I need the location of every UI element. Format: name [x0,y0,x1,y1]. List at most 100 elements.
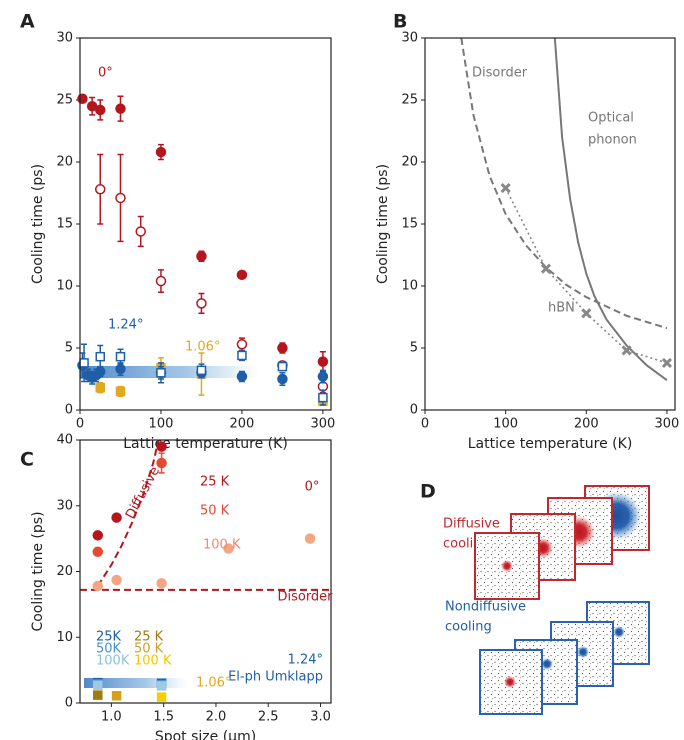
marker [236,269,248,281]
plot-frame [79,439,332,704]
y-tick-label: 0 [65,403,73,418]
marker [236,371,248,382]
annotation: Disorder [277,590,333,605]
annotation: El-ph Umklapp [228,670,323,685]
y-tick-label: 25 [401,93,418,108]
y-axis-label: Cooling time (ps) [375,164,391,284]
uncertainty-band [80,366,260,378]
diagram-d: D Diffusive cooling Nondiffusive cooling [420,481,650,715]
y-tick-label: 0 [65,696,73,711]
marker [93,690,103,700]
marker [277,373,288,385]
marker [277,361,288,372]
marker [79,358,89,368]
y-tick-label: 30 [401,31,418,46]
nondiffusive-frames [479,601,650,715]
annotation: 25 K [134,630,164,645]
annotation: 25K [96,630,122,645]
series-line [553,38,668,382]
x-tick-label: 0 [76,417,84,432]
diagram-title: Nondiffusive [445,600,526,615]
marker [317,356,329,367]
annotation: 1.24° [108,318,143,333]
x-tick-label: 3.0 [310,710,331,725]
annotation: 100 K [203,538,241,553]
marker [223,543,234,554]
marker [92,580,104,592]
series-line [96,440,160,587]
x-tick-label: 100 [149,417,174,432]
y-tick-label: 40 [56,433,73,448]
y-tick-label: 20 [401,155,418,170]
marker [115,192,126,204]
heat-spot [504,676,516,688]
x-axis-label: Lattice temperature (K) [123,436,288,452]
y-axis-label: Cooling time (ps) [30,164,46,284]
annotation: 1.06° [196,676,231,691]
x-axis-label: Lattice temperature (K) [468,436,633,452]
marker [94,104,106,116]
marker [196,298,207,309]
marker [236,339,248,350]
marker [155,146,167,158]
plot-frame [79,37,332,411]
panel-label: D [420,481,436,503]
marker [318,392,328,403]
y-tick-label: 10 [401,279,418,294]
panel-label: C [20,449,34,471]
marker [196,250,207,262]
plot-frame [424,37,676,411]
marker [111,574,122,586]
marker [155,275,167,287]
marker [317,371,329,382]
marker [115,103,126,114]
annotation: 0° [305,480,320,495]
marker [156,578,167,589]
x-tick-label: 100 [493,417,518,432]
marker [196,365,207,376]
y-tick-label: 20 [56,564,73,579]
y-tick-label: 15 [401,217,418,232]
annotation: Optical [588,111,634,126]
chart-panel: B 0 100 200 300 0 5 10 15 20 25 30 Lattice temperatu… [375,11,679,453]
y-tick-label: 0 [410,403,418,418]
marker [135,226,146,237]
marker [621,345,632,356]
y-tick-label: 5 [65,341,73,356]
y-tick-label: 25 [56,93,73,108]
uncertainty-band [84,678,188,688]
marker [94,184,106,195]
marker [111,512,122,523]
series-line [460,38,668,330]
plot-area [80,440,331,591]
heat-spot [613,626,625,638]
marker [581,308,592,319]
panel-label: A [20,11,35,33]
annotation: 50 K [134,642,164,657]
heat-spot [501,560,513,572]
x-tick-label: 300 [310,417,335,432]
marker [77,93,88,105]
x-tick-label: 1.0 [101,710,122,725]
marker [237,350,247,361]
marker [156,681,167,691]
annotation: Disorder [472,66,528,81]
heat-spot [541,658,553,670]
marker [277,342,288,354]
marker [95,382,105,393]
marker [92,530,104,541]
marker [95,351,105,362]
x-tick-label: 1.5 [153,710,174,725]
annotation: 100K [96,654,130,669]
y-tick-label: 30 [56,498,73,513]
diffusive-frames [474,485,650,600]
annotation: 0° [98,66,113,81]
marker [115,363,126,375]
x-tick-label: 2.0 [206,710,227,725]
marker [92,546,104,558]
panel-label: B [393,11,407,33]
annotation: 100 K [134,654,172,669]
marker [156,692,167,702]
y-tick-label: 30 [56,31,73,46]
